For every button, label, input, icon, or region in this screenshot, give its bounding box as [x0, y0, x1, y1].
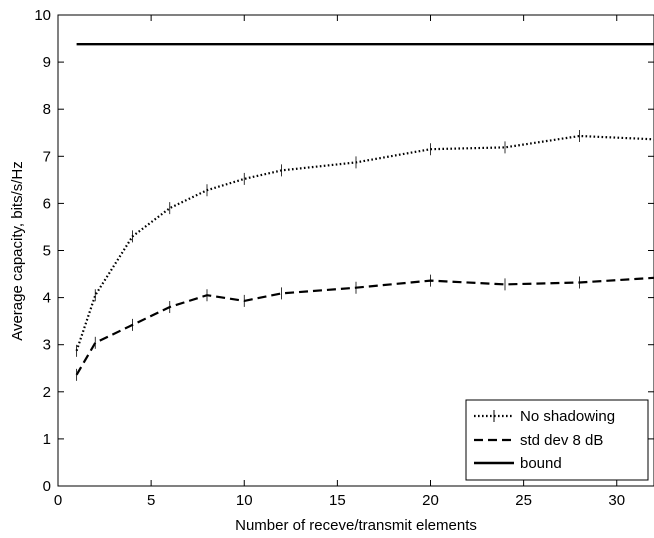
series-line-std-dev-8-db: [75, 276, 654, 376]
x-tick-label: 10: [236, 492, 253, 509]
x-tick-label: 5: [147, 492, 155, 509]
x-axis-ticks: 0 5 10 15 20 25 30: [54, 15, 625, 509]
y-tick-label: 5: [43, 243, 51, 260]
y-axis-ticks: 0 1 2 3 4 5 6 7 8 9 10: [34, 7, 654, 495]
x-tick-label: 20: [422, 492, 439, 509]
y-tick-label: 8: [43, 101, 51, 118]
y-axis-label: Average capacity, bits/s/Hz: [9, 161, 26, 341]
y-tick-label: 9: [43, 54, 51, 71]
series-line-no-shadowing: [75, 134, 654, 352]
y-tick-label: 10: [34, 7, 51, 24]
y-tick-label: 4: [43, 290, 51, 307]
legend-label-std-dev: std dev 8 dB: [520, 432, 603, 449]
y-tick-label: 7: [43, 148, 51, 165]
x-tick-label: 25: [515, 492, 532, 509]
x-axis-label: Number of receve/transmit elements: [235, 517, 477, 534]
legend-label-no-shadowing: No shadowing: [520, 408, 615, 425]
y-tick-label: 0: [43, 478, 51, 495]
legend-label-bound: bound: [520, 455, 562, 472]
x-tick-label: 30: [608, 492, 625, 509]
legend: No shadowing std dev 8 dB bound: [465, 399, 649, 481]
y-tick-label: 6: [43, 195, 51, 212]
y-tick-label: 2: [43, 384, 51, 401]
x-tick-label: 0: [54, 492, 62, 509]
series-layer: [75, 43, 654, 381]
y-tick-label: 3: [43, 337, 51, 354]
x-tick-label: 15: [329, 492, 346, 509]
y-tick-label: 1: [43, 431, 51, 448]
